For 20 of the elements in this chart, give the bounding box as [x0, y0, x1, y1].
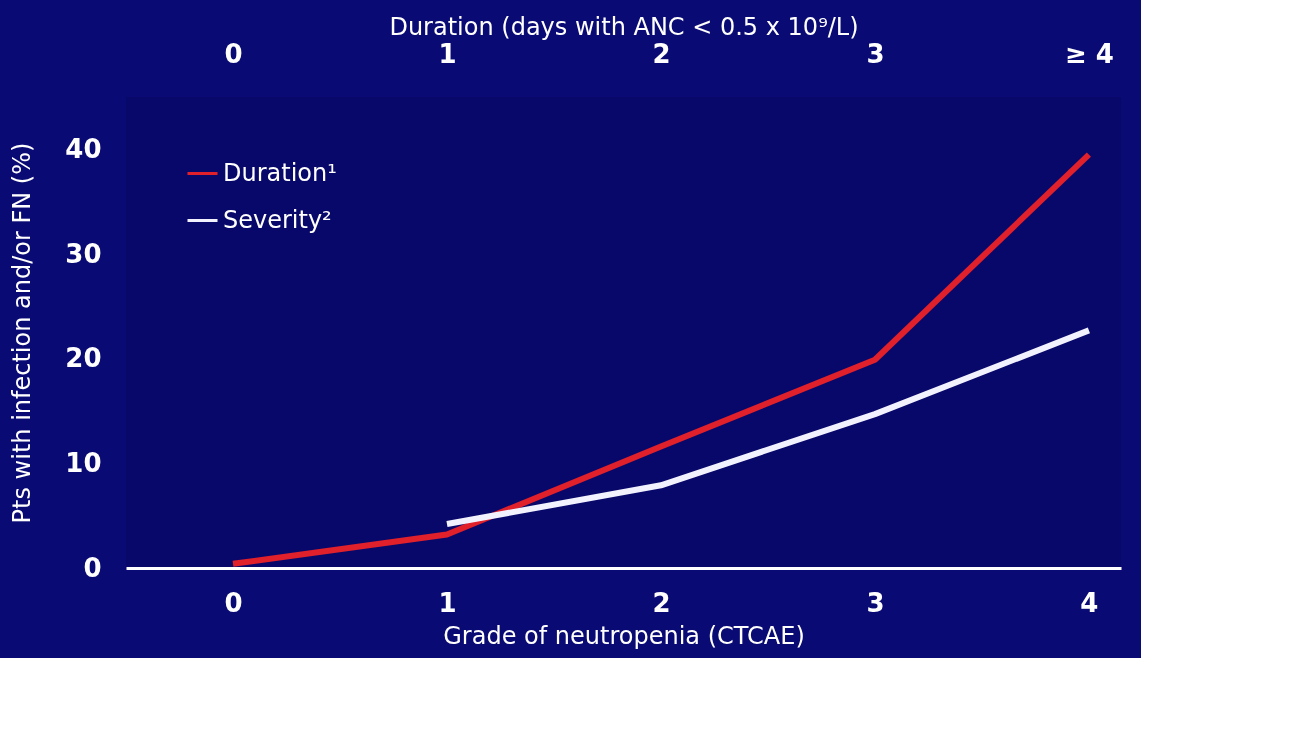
x2-tick-label: ≥ 4: [1064, 38, 1114, 69]
x-tick-label: 3: [866, 587, 885, 618]
y-tick-label: 40: [65, 133, 102, 164]
y-tick-label: 30: [65, 238, 102, 269]
x-tick-label: 1: [438, 587, 457, 618]
y-tick-label: 0: [83, 552, 102, 583]
x2-axis-title: Duration (days with ANC < 0.5 x 10⁹/L): [389, 12, 859, 41]
x-axis-title: Grade of neutropenia (CTCAE): [443, 621, 805, 650]
y-axis-title: Pts with infection and/or FN (%): [8, 142, 37, 524]
y-tick-label: 10: [65, 447, 102, 478]
x-tick-label: 2: [652, 587, 671, 618]
x2-tick-label: 1: [438, 38, 457, 69]
x2-tick-label: 0: [224, 38, 243, 69]
x-tick-label: 0: [224, 587, 243, 618]
x2-tick-label: 2: [652, 38, 671, 69]
legend-label: Severity²: [223, 205, 332, 234]
y-tick-label: 20: [65, 343, 102, 374]
x-tick-label: 4: [1080, 587, 1099, 618]
legend-label: Duration¹: [223, 158, 337, 187]
x2-tick-label: 3: [866, 38, 885, 69]
